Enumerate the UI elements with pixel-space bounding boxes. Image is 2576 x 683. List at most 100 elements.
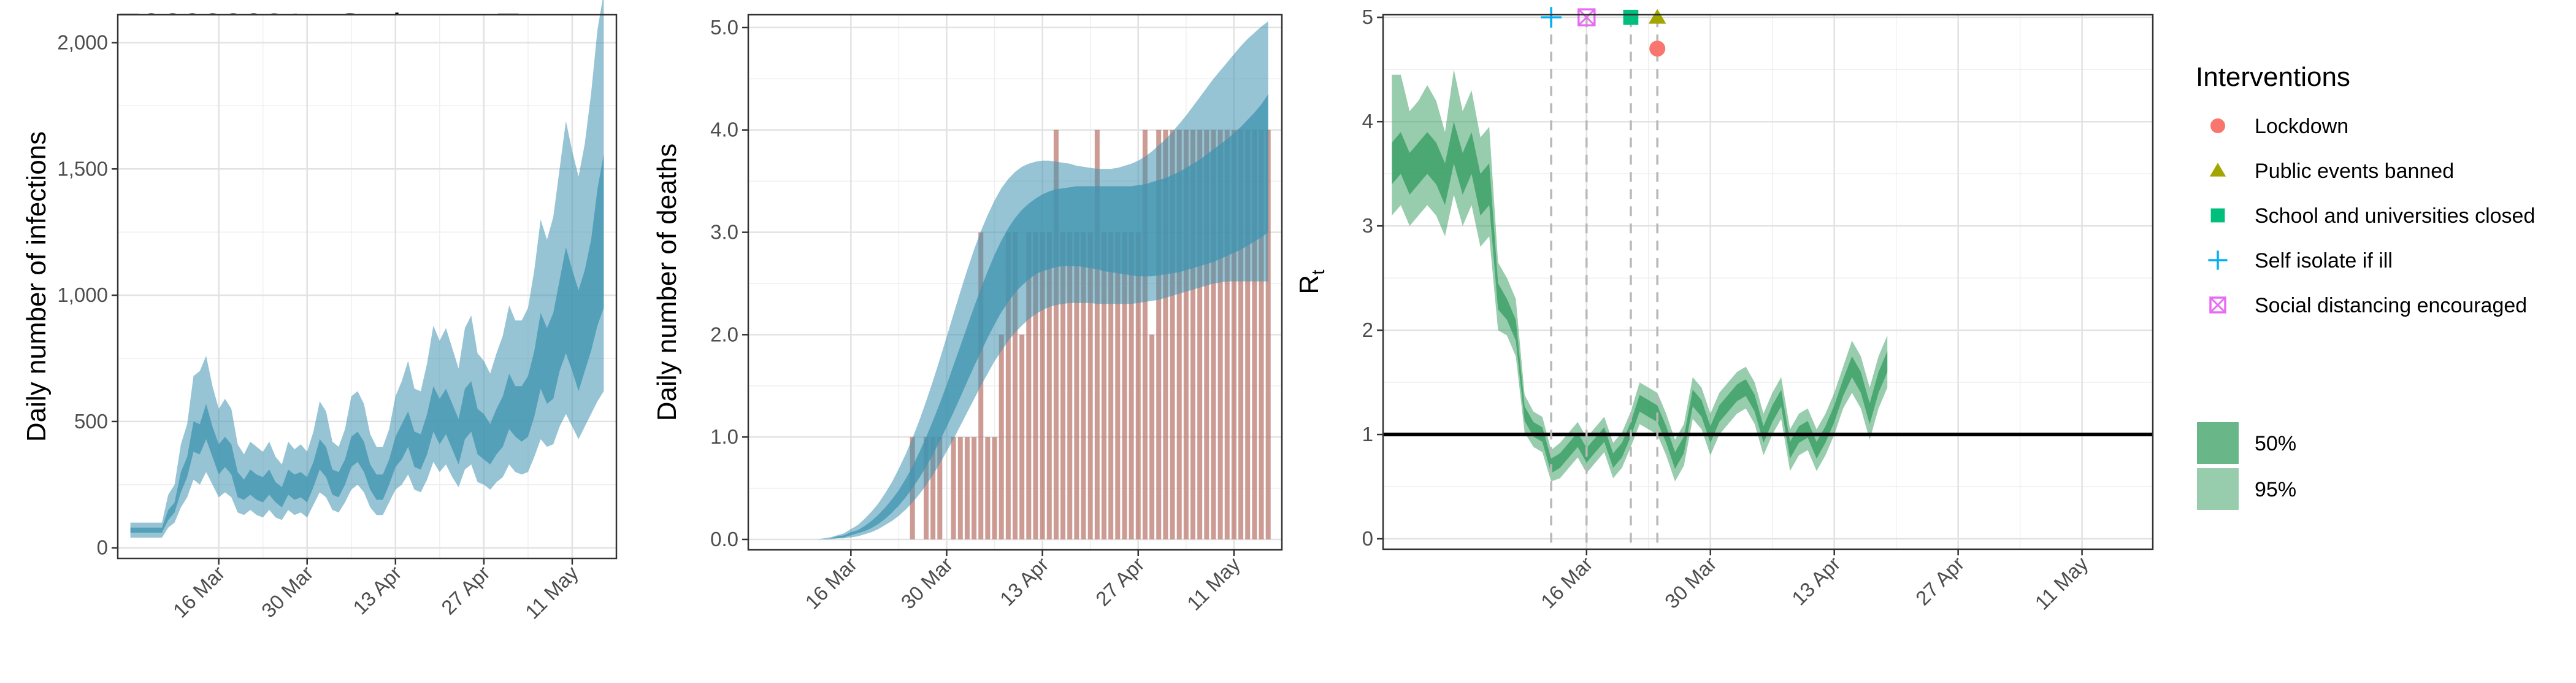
plot-border: [117, 14, 618, 560]
death-bar: [1108, 232, 1114, 539]
boxed-x-icon: [1577, 8, 1596, 26]
x-tick-label: 13 Apr: [348, 561, 406, 619]
triangle-icon: [2209, 163, 2226, 177]
death-bar: [1053, 129, 1059, 539]
square-icon: [1623, 9, 1639, 25]
death-bar: [1087, 232, 1093, 539]
y-tick-label: 0: [1362, 527, 1373, 550]
deaths-panel: 0.0 1.0 2.0 3.0 4.0 5.0 16 Mar 30 Mar 13 Apr 27 A…: [652, 14, 1283, 615]
legend-label: Social distancing encouraged: [2255, 294, 2527, 317]
y-tick-label: 0: [97, 536, 108, 559]
x-tick-label: 13 Apr: [1787, 552, 1845, 610]
death-bar: [1163, 129, 1168, 539]
death-bar: [1040, 232, 1045, 539]
ci-swatch: [2197, 468, 2239, 510]
legend-label: Public events banned: [2255, 160, 2454, 183]
x-tick-label: 27 Apr: [437, 561, 494, 619]
death-bar: [1183, 129, 1189, 539]
y-tick-label: 1,500: [57, 157, 108, 180]
death-bar: [1238, 129, 1244, 539]
x-tick-label: 16 Mar: [169, 561, 229, 622]
legend: Interventions Lockdown Public events banne…: [2196, 62, 2535, 510]
y-tick-label: 5: [1362, 6, 1373, 28]
death-bar: [985, 437, 991, 539]
death-bar: [1142, 129, 1148, 539]
legend-label: School and universities closed: [2255, 204, 2535, 228]
square-icon: [2210, 208, 2225, 223]
legend-label: Self isolate if ill: [2255, 249, 2393, 272]
y-tick-label: 3.0: [710, 221, 738, 244]
death-bar: [1033, 232, 1038, 539]
y-tick-label: 3: [1362, 214, 1373, 237]
y-axis-title: Daily number of deaths: [652, 144, 682, 421]
death-bar: [1204, 129, 1209, 539]
death-bar: [1005, 232, 1011, 539]
death-bar: [1081, 232, 1086, 539]
y-tick-label: 500: [74, 410, 108, 433]
rt-panel: 0 1 2 3 4 5 16 Mar 30 Mar 13 Apr 27 Apr 11 May Rt: [1294, 6, 2154, 614]
death-bar: [1135, 232, 1141, 539]
plot-background: [1383, 15, 2153, 549]
death-bar: [1224, 129, 1230, 539]
death-bar: [1170, 129, 1175, 539]
y-tick-label: 4.0: [710, 118, 738, 141]
deaths-band-50: [755, 94, 1268, 539]
infections-band-50: [130, 153, 604, 533]
x-tick-label: 30 Mar: [897, 553, 957, 614]
x-tick-label: 27 Apr: [1911, 552, 1969, 610]
y-tick-label: 2: [1362, 318, 1373, 341]
circle-icon: [1649, 41, 1666, 57]
death-bar: [1060, 232, 1066, 539]
x-tick-label: 16 Mar: [1536, 552, 1597, 613]
death-bar: [1176, 129, 1182, 539]
y-tick-label: 0.0: [710, 528, 738, 550]
death-bar: [1019, 334, 1025, 539]
death-bar: [1074, 232, 1079, 539]
legend-label: Lockdown: [2255, 115, 2348, 138]
death-bar: [951, 437, 956, 539]
death-bar: [1012, 232, 1018, 539]
y-tick-label: 1,000: [57, 284, 108, 306]
plot-border: [747, 14, 1283, 551]
y-tick-label: 2,000: [57, 31, 108, 53]
plot-border: [1382, 14, 2154, 550]
death-bar: [972, 437, 977, 539]
death-bar: [1211, 129, 1216, 539]
y-tick-label: 4: [1362, 110, 1373, 133]
death-bar: [930, 437, 936, 539]
infections-panel: 0 500 1,000 1,500 2,000 16 Mar 30 Mar 13 Apr 27 …: [21, 0, 618, 623]
death-bar: [937, 437, 943, 539]
death-bar: [1190, 129, 1196, 539]
circle-icon: [2210, 118, 2225, 133]
x-tick-label: 30 Mar: [1660, 552, 1721, 613]
death-bar: [992, 437, 997, 539]
death-bar: [1217, 129, 1223, 539]
death-bar: [1122, 232, 1127, 539]
death-bar: [1046, 232, 1052, 539]
x-tick-label: 11 May: [2031, 552, 2093, 614]
legend-title: Interventions: [2196, 62, 2350, 92]
y-tick-label: 2.0: [710, 323, 738, 345]
x-tick-label: 27 Apr: [1091, 553, 1149, 611]
death-bar: [923, 437, 929, 539]
infections-band-95: [130, 0, 604, 538]
rt-band-50: [1392, 122, 1888, 473]
death-bar: [1067, 232, 1073, 539]
death-bar: [978, 232, 984, 539]
death-bar: [1026, 232, 1032, 539]
death-bar: [964, 437, 970, 539]
x-tick-label: 11 May: [1183, 552, 1244, 614]
x-tick-label: 16 Mar: [800, 553, 861, 614]
boxed-x-icon: [2209, 296, 2226, 314]
y-tick-label: 1.0: [710, 425, 738, 448]
plus-icon: [2208, 250, 2228, 270]
death-bar: [1149, 334, 1155, 539]
y-tick-label: 1: [1362, 423, 1373, 446]
y-axis-title: Rt: [1294, 269, 1328, 295]
y-tick-label: 5.0: [710, 16, 738, 39]
ci-swatch: [2197, 422, 2239, 464]
death-bar: [1101, 232, 1107, 539]
death-bar: [1265, 129, 1271, 539]
death-bar: [1129, 232, 1134, 539]
